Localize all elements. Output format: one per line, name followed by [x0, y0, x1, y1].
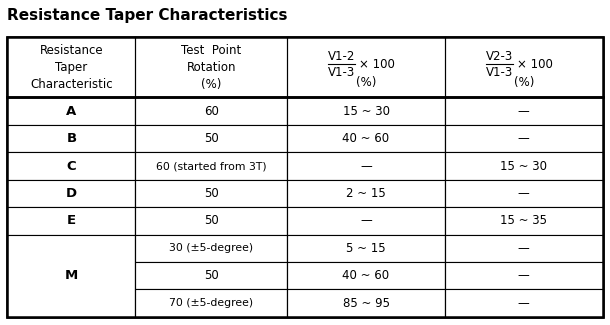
Bar — [445, 207, 603, 235]
Text: V1-3: V1-3 — [486, 66, 513, 79]
Text: 15 ~ 30: 15 ~ 30 — [343, 105, 390, 118]
Text: V2-3: V2-3 — [486, 50, 513, 63]
Bar — [287, 125, 445, 152]
Bar — [7, 152, 135, 180]
Bar — [445, 262, 603, 290]
Text: 2 ~ 15: 2 ~ 15 — [346, 187, 386, 200]
Bar — [445, 180, 603, 207]
Text: 40 ~ 60: 40 ~ 60 — [342, 269, 390, 282]
Text: 50: 50 — [204, 214, 218, 227]
Text: D: D — [66, 187, 77, 200]
Bar — [7, 207, 135, 235]
Text: V1-3: V1-3 — [328, 66, 355, 79]
Text: A: A — [66, 105, 76, 118]
Text: (%): (%) — [514, 75, 534, 88]
Bar — [7, 125, 135, 152]
Text: × 100: × 100 — [359, 58, 395, 71]
Bar — [7, 180, 135, 207]
Bar — [287, 98, 445, 125]
Text: C: C — [66, 160, 76, 173]
Text: × 100: × 100 — [517, 58, 553, 71]
Text: 15 ~ 35: 15 ~ 35 — [500, 214, 547, 227]
Text: —: — — [360, 214, 372, 227]
Bar — [135, 98, 287, 125]
Text: 50: 50 — [204, 187, 218, 200]
Text: 15 ~ 30: 15 ~ 30 — [500, 160, 547, 173]
Text: (%): (%) — [356, 75, 376, 88]
Bar — [287, 180, 445, 207]
Text: 5 ~ 15: 5 ~ 15 — [346, 242, 386, 255]
Text: 85 ~ 95: 85 ~ 95 — [343, 297, 390, 310]
Text: —: — — [518, 132, 529, 145]
Bar — [287, 207, 445, 235]
Bar — [287, 290, 445, 317]
Bar — [7, 37, 603, 98]
Text: 40 ~ 60: 40 ~ 60 — [342, 132, 390, 145]
Bar — [287, 262, 445, 290]
Bar — [7, 235, 135, 317]
Text: B: B — [66, 132, 76, 145]
Text: 60: 60 — [204, 105, 218, 118]
Bar — [445, 125, 603, 152]
Bar — [445, 290, 603, 317]
Bar — [135, 235, 287, 262]
Text: 70 (±5-degree): 70 (±5-degree) — [169, 298, 253, 308]
Text: M: M — [65, 269, 78, 282]
Text: 60 (started from 3T): 60 (started from 3T) — [156, 161, 267, 171]
Bar — [135, 180, 287, 207]
Bar — [445, 98, 603, 125]
Text: —: — — [518, 105, 529, 118]
Text: Resistance Taper Characteristics: Resistance Taper Characteristics — [7, 8, 288, 23]
Bar — [135, 125, 287, 152]
Bar — [445, 235, 603, 262]
Bar — [135, 290, 287, 317]
Text: —: — — [518, 297, 529, 310]
Text: 30 (±5-degree): 30 (±5-degree) — [169, 243, 253, 253]
Bar — [445, 152, 603, 180]
Text: Resistance
Taper
Characteristic: Resistance Taper Characteristic — [30, 44, 113, 91]
Bar — [7, 37, 603, 317]
Text: 50: 50 — [204, 269, 218, 282]
Bar — [287, 152, 445, 180]
Bar — [135, 262, 287, 290]
Bar — [287, 235, 445, 262]
Text: E: E — [66, 214, 76, 227]
Text: —: — — [518, 269, 529, 282]
Text: 50: 50 — [204, 132, 218, 145]
Text: —: — — [360, 160, 372, 173]
Text: —: — — [518, 242, 529, 255]
Bar — [7, 37, 603, 317]
Text: V1-2: V1-2 — [328, 50, 355, 63]
Text: —: — — [518, 187, 529, 200]
Bar — [135, 207, 287, 235]
Text: Test  Point
Rotation
(%): Test Point Rotation (%) — [181, 44, 242, 91]
Bar — [7, 98, 135, 125]
Bar — [135, 152, 287, 180]
